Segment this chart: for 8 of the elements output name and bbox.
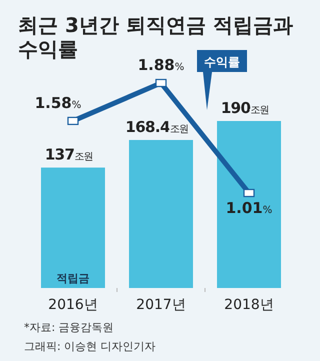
x-tick-label: 2018년 xyxy=(224,297,274,313)
text: *자료: 금융감독원 xyxy=(24,321,114,334)
x-tick-label: 2017년 xyxy=(136,297,186,313)
series-label: 적립금 xyxy=(56,272,90,285)
data-label: 1.01% xyxy=(226,199,272,217)
data-label: 1.88% xyxy=(138,56,184,74)
text: 그래픽: 이승현 디자인기자 xyxy=(24,340,156,353)
x-tick-label: 2016년 xyxy=(48,297,98,313)
